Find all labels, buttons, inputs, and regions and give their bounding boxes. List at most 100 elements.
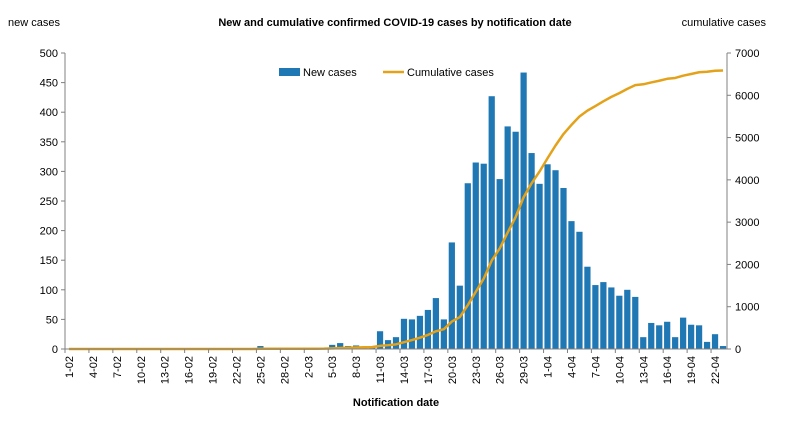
x-axis-tick-label: 13-02 [160,356,172,384]
new-cases-bar [416,315,424,349]
x-axis-tick-label: 8-03 [351,356,363,378]
new-cases-bar [719,346,727,349]
new-cases-bar [687,324,695,349]
x-axis-tick-label: 25-02 [255,356,267,384]
x-axis-tick-label: 28-02 [279,356,291,384]
right-axis-tick-label: 5000 [735,133,759,145]
x-axis-tick-labels: 1-02 4-02 7-02 10-02 13-02 16-02 19-02 22-02 25-… [64,349,722,384]
new-cases-bar [488,96,495,349]
legend: New cases Cumulative cases [279,67,494,79]
x-axis-tick-label: 4-04 [566,356,578,378]
x-axis-tick-label: 13-04 [638,356,650,384]
new-cases-bar [337,343,344,349]
left-axis-tick-label: 200 [40,226,58,238]
x-axis-tick-label: 19-04 [686,356,698,384]
x-axis-tick-label: 26-03 [495,356,507,384]
x-axis-tick-label: 7-02 [112,356,124,378]
x-axis-tick-label: 1-04 [543,356,555,378]
new-cases-bar [504,126,511,350]
new-cases-bar [695,325,703,349]
legend-new-cases-swatch [279,68,300,76]
legend-cumulative-cases-label: Cumulative cases [407,67,494,79]
new-cases-bar [329,344,336,349]
new-cases-bar [424,309,432,349]
x-axis-tick-label: 14-03 [399,356,411,384]
new-cases-bar [472,162,479,349]
x-axis-tick-label: 7-04 [590,356,602,378]
new-cases-bar [512,131,519,349]
new-cases-bar [672,337,679,349]
new-cases-bar [592,285,599,349]
left-axis-tick-label: 400 [40,107,58,119]
left-axis-tick-label: 250 [40,196,58,208]
left-axis-tick-label: 50 [46,314,58,326]
chart-title: New and cumulative confirmed COVID-19 ca… [218,17,571,29]
new-cases-bar [664,321,671,349]
new-cases-bar [640,337,647,349]
new-cases-bar [480,163,487,349]
x-axis-tick-label: 1-02 [64,356,76,378]
new-cases-bar [432,298,439,349]
right-axis-tick-label: 0 [735,344,741,356]
right-axis-title: cumulative cases [682,17,767,29]
left-axis-tick-label: 0 [52,344,58,356]
right-axis-tick-label: 4000 [735,175,759,187]
left-axis-title: new cases [8,17,60,29]
x-axis-tick-label: 11-03 [375,356,387,383]
x-axis-tick-label: 20-03 [447,356,459,384]
new-cases-bars [257,72,727,350]
right-axis-tick-label: 6000 [735,90,759,102]
x-axis-tick-label: 5-03 [327,356,339,378]
x-axis-tick-label: 16-02 [184,356,196,384]
new-cases-bar [408,319,416,349]
new-cases-bar [464,183,471,349]
new-cases-bar [552,170,559,349]
new-cases-bar [440,319,447,349]
new-cases-bar [648,322,655,349]
axes [64,53,728,350]
left-axis-tick-label: 500 [40,48,58,60]
new-cases-bar [584,266,591,349]
legend-new-cases-label: New cases [303,67,357,79]
x-axis-tick-label: 4-02 [88,356,100,378]
x-axis-tick-label: 17-03 [423,356,435,384]
new-cases-bar [520,72,527,349]
left-axis-tick-labels: 0 50 100 150 200 250 300 350 400 450 500 [40,48,65,356]
x-axis-tick-label: 29-03 [519,356,531,384]
new-cases-bar [560,187,567,349]
new-cases-bar [632,296,639,349]
x-axis-tick-label: 16-04 [662,356,674,384]
left-axis-tick-label: 350 [40,137,58,149]
new-cases-bar [608,287,615,349]
new-cases-bar [400,318,408,349]
new-cases-bar [448,242,455,349]
new-cases-bar [600,282,607,349]
x-axis-tick-label: 22-04 [710,356,722,384]
x-axis-tick-label: 10-04 [614,356,626,384]
new-cases-bar [680,317,687,349]
new-cases-bar [496,179,503,349]
right-axis-tick-label: 1000 [735,302,759,314]
x-axis-tick-label: 23-03 [471,356,483,384]
x-axis-tick-label: 19-02 [208,356,220,384]
x-axis-tick-label: 22-02 [231,356,243,384]
right-axis-tick-label: 7000 [735,48,759,60]
left-axis-tick-label: 150 [40,255,58,267]
right-axis-tick-label: 3000 [735,217,759,229]
new-cases-bar [576,231,583,349]
new-cases-bar [624,289,631,349]
left-axis-tick-label: 450 [40,78,58,90]
left-axis-tick-label: 300 [40,166,58,178]
new-cases-bar [536,183,543,349]
new-cases-bar [376,331,384,349]
x-axis-title: Notification date [353,397,439,409]
x-axis-tick-label: 10-02 [136,356,148,384]
new-cases-bar [703,341,711,349]
new-cases-bar [711,334,719,349]
new-cases-bar [257,346,264,349]
x-axis-tick-label: 2-03 [303,356,315,378]
new-cases-bar [528,153,535,349]
new-cases-bar [616,295,623,349]
new-cases-bar [568,221,575,349]
